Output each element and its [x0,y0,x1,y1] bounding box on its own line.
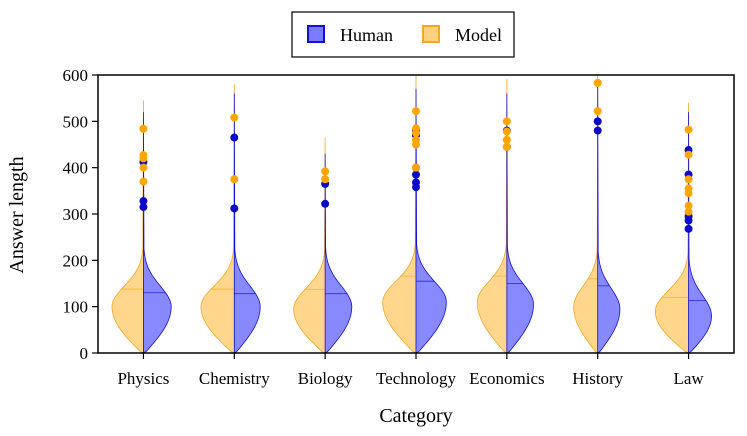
human-outlier-physics-1 [139,197,148,206]
y-axis-title: Answer length [6,156,28,273]
model-outlier-chemistry-0 [230,113,239,122]
human-outlier-technology-3 [412,170,420,179]
human-outlier-technology-5 [412,183,420,192]
model-outlier-physics-2 [139,154,148,163]
legend-box [291,11,515,58]
legend-model-swatch [422,25,440,43]
model-outlier-economics-3 [502,142,511,151]
violins [111,74,712,354]
model-violin-chemistry [200,84,235,354]
human-violin-physics [143,112,172,354]
model-outlier-technology-5 [412,163,420,172]
outliers [139,78,693,233]
x-tick-label-physics: Physics [117,369,169,388]
model-outlier-chemistry-1 [230,175,239,184]
model-outlier-law-5 [684,201,693,210]
model-outlier-law-6 [684,207,693,216]
legend: Human Model [291,11,515,58]
y-tick-label-100: 100 [63,298,89,317]
model-violin-physics [111,100,144,354]
x-tick-label-chemistry: Chemistry [199,369,270,388]
y-tick-label-500: 500 [63,112,89,131]
legend-human-label: Human [340,25,393,45]
model-outlier-history-0 [593,78,602,87]
model-outlier-biology-0 [321,167,330,176]
model-outlier-technology-4 [412,140,420,149]
x-tick-label-law: Law [673,369,704,388]
axes: 0 100 200 300 400 500 600 Physics Chemistry Biolo… [63,66,735,388]
y-tick-label-200: 200 [63,251,89,270]
x-tick-label-technology: Technology [376,369,457,388]
x-tick-label-biology: Biology [298,369,353,388]
human-outlier-chemistry-0 [230,133,239,142]
model-violin-economics [476,78,508,354]
model-outlier-physics-3 [139,163,148,172]
model-violin-biology [293,137,326,354]
human-outlier-history-1 [593,126,602,135]
model-outlier-history-1 [593,107,602,116]
model-outlier-economics-0 [502,117,511,126]
human-outlier-history-0 [593,117,602,126]
model-outlier-biology-1 [321,175,330,184]
human-violin-technology [415,88,447,354]
model-outlier-technology-2 [412,128,420,137]
x-tick-label-economics: Economics [469,369,545,388]
human-violin-economics [506,93,534,354]
model-outlier-physics-0 [139,124,148,133]
y-tick-label-400: 400 [63,159,89,178]
x-axis-title: Category [379,405,452,427]
model-outlier-economics-1 [502,127,511,136]
y-tick-label-600: 600 [63,66,89,85]
y-tick-label-300: 300 [63,205,89,224]
x-tick-label-history: History [572,369,624,388]
model-violin-law [654,102,689,354]
legend-human-swatch [307,25,325,43]
human-outlier-biology-1 [321,199,330,208]
model-violin-history [573,74,599,354]
human-outlier-law-4 [684,224,693,233]
model-outlier-law-4 [684,189,693,198]
legend-model-label: Model [455,25,502,45]
human-violin-chemistry [233,93,261,354]
model-outlier-economics-2 [502,135,511,144]
model-outlier-law-2 [684,175,693,184]
model-outlier-law-1 [684,150,693,159]
model-outlier-physics-4 [139,177,148,186]
model-violin-technology [382,74,417,354]
human-outlier-chemistry-1 [230,204,239,213]
model-outlier-law-0 [684,125,693,134]
model-outlier-technology-0 [412,107,420,116]
y-tick-label-0: 0 [80,344,89,363]
human-outlier-physics-2 [139,203,148,212]
human-outlier-law-3 [684,216,693,225]
